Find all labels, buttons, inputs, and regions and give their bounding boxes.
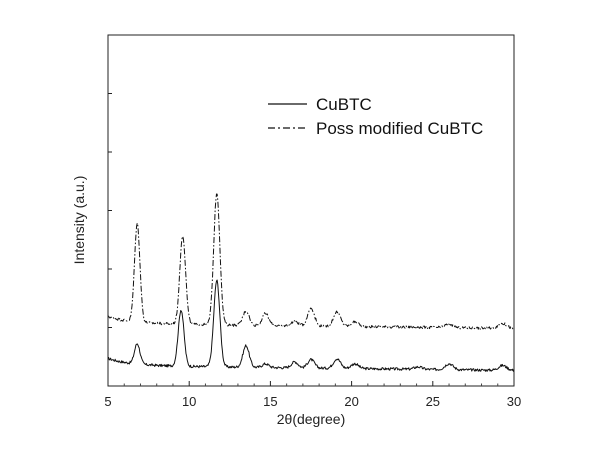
x-axis-ticks: 5 10 15 20 25 30 bbox=[104, 381, 521, 409]
x-tick-label: 5 bbox=[104, 394, 111, 409]
x-tick-label: 10 bbox=[182, 394, 196, 409]
x-axis-title: 2θ(degree) bbox=[277, 411, 346, 427]
x-tick-label: 30 bbox=[507, 394, 521, 409]
x-tick-label: 15 bbox=[263, 394, 277, 409]
series-line-poss-modified-cubtc bbox=[107, 193, 515, 330]
x-tick-label: 20 bbox=[344, 394, 358, 409]
y-axis-title: Intensity (a.u.) bbox=[71, 176, 87, 265]
series-group bbox=[107, 193, 515, 372]
legend: CuBTC Poss modified CuBTC bbox=[268, 95, 483, 138]
legend-label-cubtc: CuBTC bbox=[316, 95, 372, 114]
series-line-cubtc bbox=[107, 279, 515, 372]
x-tick-label: 25 bbox=[426, 394, 440, 409]
y-axis-ticks bbox=[108, 34, 112, 387]
plot-frame bbox=[107, 34, 515, 387]
legend-label-poss: Poss modified CuBTC bbox=[316, 119, 483, 138]
